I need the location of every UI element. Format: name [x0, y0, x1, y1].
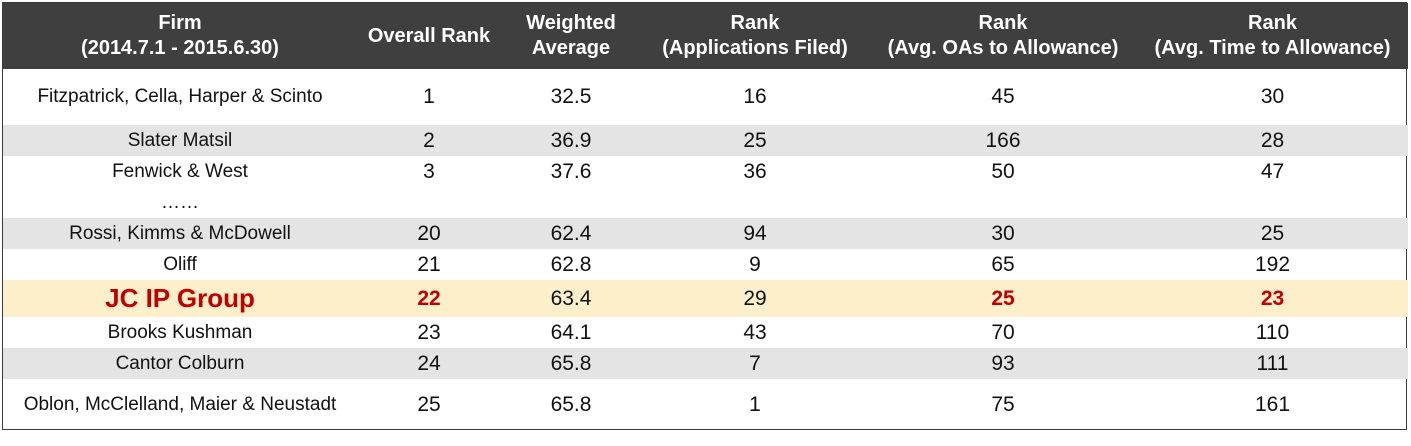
firm-cell: Brooks Kushman	[107, 321, 253, 343]
overall-rank-cell: 24	[357, 348, 501, 379]
rank-applications-cell: 7	[641, 348, 869, 379]
rank-oas-cell	[869, 187, 1137, 218]
ranking-table: Firm (2014.7.1 - 2015.6.30) Overall Rank…	[2, 2, 1408, 430]
ellipsis-cell: ……	[161, 191, 199, 213]
firm-cell: Fenwick & West	[112, 160, 248, 182]
table-row: Oblon, McClelland, Maier & Neustadt 25 6…	[3, 379, 1408, 430]
firm-cell: Oblon, McClelland, Maier & Neustadt	[23, 393, 337, 415]
weighted-average-cell: 62.4	[501, 218, 641, 249]
rank-time-cell	[1137, 187, 1408, 218]
weighted-average-cell: 65.8	[550, 392, 592, 416]
rank-oas-cell: 166	[869, 125, 1137, 156]
rank-applications-cell: 36	[743, 159, 767, 183]
weighted-average-cell: 37.6	[550, 159, 592, 183]
rank-applications-cell: 9	[749, 252, 761, 276]
rank-time-cell: 28	[1137, 125, 1408, 156]
rank-time-cell: 192	[1254, 252, 1291, 276]
overall-rank-cell: 2	[357, 125, 501, 156]
rank-oas-cell: 50	[991, 159, 1015, 183]
rank-time-cell: 25	[1137, 218, 1408, 249]
ellipsis-row: ……	[3, 187, 1408, 218]
firm-cell: Slater Matsil	[3, 125, 357, 156]
weighted-average-cell: 64.1	[550, 320, 592, 344]
rank-oas-cell: 30	[869, 218, 1137, 249]
rank-applications-cell: 1	[749, 392, 761, 416]
highlighted-row: JC IP Group 22 63.4 29 25 23	[3, 280, 1408, 317]
firm-cell: Rossi, Kimms & McDowell	[3, 218, 357, 249]
header-overall-rank: Overall Rank	[357, 3, 501, 69]
overall-rank-cell: 1	[423, 85, 435, 108]
rank-time-cell: 111	[1137, 348, 1408, 379]
rank-applications-cell: 25	[641, 125, 869, 156]
firm-cell: Oliff	[163, 253, 197, 275]
table-row: Slater Matsil 2 36.9 25 166 28	[3, 125, 1408, 156]
table-row: Cantor Colburn 24 65.8 7 93 111	[3, 348, 1408, 379]
weighted-average-cell: 36.9	[501, 125, 641, 156]
rank-applications-cell: 29	[641, 280, 869, 317]
rank-time-cell: 110	[1255, 320, 1290, 344]
overall-rank-cell: 20	[357, 218, 501, 249]
ranking-table-grid: Firm (2014.7.1 - 2015.6.30) Overall Rank…	[3, 3, 1408, 430]
firm-cell: Fitzpatrick, Cella, Harper & Scinto	[37, 86, 323, 107]
table-row: Brooks Kushman 23 64.1 43 70 110	[3, 317, 1408, 348]
rank-oas-cell: 75	[991, 392, 1015, 416]
weighted-average-cell	[501, 187, 641, 218]
header-rank-oas: Rank (Avg. OAs to Allowance)	[869, 3, 1137, 69]
rank-time-cell: 161	[1254, 392, 1291, 416]
table-row: Fenwick & West 3 37.6 36 50 47	[3, 156, 1408, 187]
rank-oas-cell: 70	[991, 320, 1015, 344]
weighted-average-cell: 63.4	[501, 280, 641, 317]
rank-time-cell: 30	[1260, 85, 1285, 108]
firm-cell: Cantor Colburn	[3, 348, 357, 379]
weighted-average-cell: 32.5	[550, 85, 592, 108]
rank-oas-cell: 65	[991, 252, 1015, 276]
overall-rank-cell: 22	[357, 280, 501, 317]
rank-applications-cell: 94	[641, 218, 869, 249]
overall-rank-cell: 3	[423, 159, 435, 183]
table-row: Rossi, Kimms & McDowell 20 62.4 94 30 25	[3, 218, 1408, 249]
header-weighted-average: Weighted Average	[501, 3, 641, 69]
rank-time-cell: 23	[1137, 280, 1408, 317]
overall-rank-cell: 23	[417, 320, 441, 344]
overall-rank-cell	[357, 187, 501, 218]
rank-applications-cell: 43	[743, 320, 767, 344]
table-row: Fitzpatrick, Cella, Harper & Scinto 1 32…	[3, 69, 1408, 125]
weighted-average-cell: 62.8	[550, 252, 592, 276]
rank-oas-cell: 93	[869, 348, 1137, 379]
rank-oas-cell: 45	[991, 85, 1015, 108]
rank-time-cell: 47	[1260, 159, 1285, 183]
table-row: Oliff 21 62.8 9 65 192	[3, 249, 1408, 280]
overall-rank-cell: 25	[417, 392, 441, 416]
rank-oas-cell: 25	[869, 280, 1137, 317]
header-row: Firm (2014.7.1 - 2015.6.30) Overall Rank…	[3, 3, 1408, 69]
header-rank-time: Rank (Avg. Time to Allowance)	[1137, 3, 1408, 69]
overall-rank-cell: 21	[417, 252, 441, 276]
header-firm: Firm (2014.7.1 - 2015.6.30)	[3, 3, 357, 69]
firm-cell: JC IP Group	[3, 280, 357, 317]
header-rank-applications: Rank (Applications Filed)	[641, 3, 869, 69]
rank-applications-cell	[641, 187, 869, 218]
rank-applications-cell: 16	[743, 85, 767, 108]
weighted-average-cell: 65.8	[501, 348, 641, 379]
